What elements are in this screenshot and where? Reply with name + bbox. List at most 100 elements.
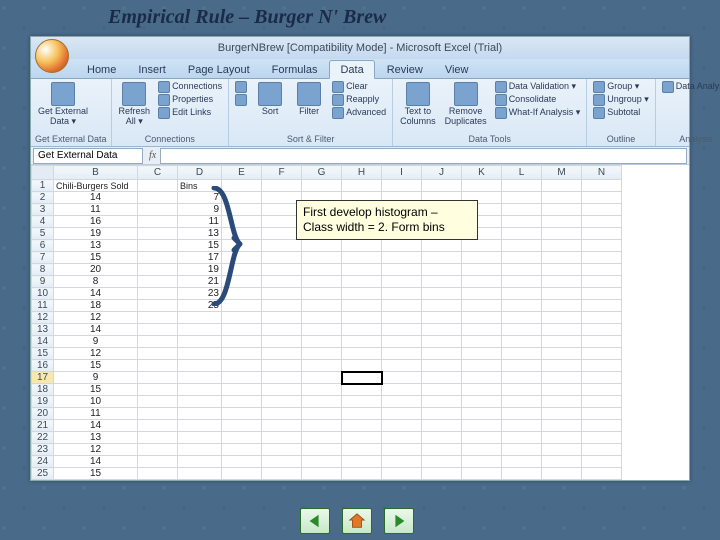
cell-C14[interactable] <box>138 336 178 348</box>
col-header-M[interactable]: M <box>542 166 582 180</box>
cell-G20[interactable] <box>302 408 342 420</box>
cell-B18[interactable]: 15 <box>54 384 138 396</box>
tab-insert[interactable]: Insert <box>128 61 176 78</box>
cell-I14[interactable] <box>382 336 422 348</box>
cell-D18[interactable] <box>178 384 222 396</box>
cell-K15[interactable] <box>462 348 502 360</box>
col-header-K[interactable]: K <box>462 166 502 180</box>
cell-J8[interactable] <box>422 264 462 276</box>
cell-E9[interactable] <box>222 276 262 288</box>
cell-D24[interactable] <box>178 456 222 468</box>
cell-J24[interactable] <box>422 456 462 468</box>
cell-D9[interactable]: 21 <box>178 276 222 288</box>
cell-M17[interactable] <box>542 372 582 384</box>
cell-I20[interactable] <box>382 408 422 420</box>
cell-E25[interactable] <box>222 468 262 480</box>
cell-B7[interactable]: 15 <box>54 252 138 264</box>
cell-D10[interactable]: 23 <box>178 288 222 300</box>
cell-B9[interactable]: 8 <box>54 276 138 288</box>
cell-K18[interactable] <box>462 384 502 396</box>
cell-B14[interactable]: 9 <box>54 336 138 348</box>
cell-F16[interactable] <box>262 360 302 372</box>
cell-M12[interactable] <box>542 312 582 324</box>
cell-I24[interactable] <box>382 456 422 468</box>
cell-C15[interactable] <box>138 348 178 360</box>
cell-C21[interactable] <box>138 420 178 432</box>
cell-L7[interactable] <box>502 252 542 264</box>
row-header-14[interactable]: 14 <box>32 336 54 348</box>
cell-D8[interactable]: 19 <box>178 264 222 276</box>
cell-K8[interactable] <box>462 264 502 276</box>
cell-M7[interactable] <box>542 252 582 264</box>
cell-B11[interactable]: 18 <box>54 300 138 312</box>
cell-G1[interactable] <box>302 180 342 192</box>
cell-D12[interactable] <box>178 312 222 324</box>
cell-H21[interactable] <box>342 420 382 432</box>
sort-za[interactable] <box>233 94 249 106</box>
refresh-button[interactable]: RefreshAll ▾ <box>116 81 154 128</box>
cell-F22[interactable] <box>262 432 302 444</box>
cell-E6[interactable] <box>222 240 262 252</box>
cell-F20[interactable] <box>262 408 302 420</box>
cell-L9[interactable] <box>502 276 542 288</box>
col-header-D[interactable]: D <box>178 166 222 180</box>
cell-B6[interactable]: 13 <box>54 240 138 252</box>
cell-D13[interactable] <box>178 324 222 336</box>
analysis-button[interactable]: Data Analysis <box>660 81 720 93</box>
cell-B15[interactable]: 12 <box>54 348 138 360</box>
cell-D19[interactable] <box>178 396 222 408</box>
cell-J19[interactable] <box>422 396 462 408</box>
cell-G8[interactable] <box>302 264 342 276</box>
cell-N1[interactable] <box>582 180 622 192</box>
nav-home-button[interactable] <box>342 508 372 534</box>
cell-E20[interactable] <box>222 408 262 420</box>
filter-button[interactable]: Filter <box>291 81 327 118</box>
cell-J17[interactable] <box>422 372 462 384</box>
col-header-G[interactable]: G <box>302 166 342 180</box>
cell-D1[interactable]: Bins <box>178 180 222 192</box>
cell-C8[interactable] <box>138 264 178 276</box>
row-header-5[interactable]: 5 <box>32 228 54 240</box>
cell-C20[interactable] <box>138 408 178 420</box>
cell-F11[interactable] <box>262 300 302 312</box>
cell-I19[interactable] <box>382 396 422 408</box>
cell-C4[interactable] <box>138 216 178 228</box>
cell-C2[interactable] <box>138 192 178 204</box>
dedupe-button[interactable]: RemoveDuplicates <box>442 81 490 128</box>
row-header-15[interactable]: 15 <box>32 348 54 360</box>
row-header-22[interactable]: 22 <box>32 432 54 444</box>
cell-H9[interactable] <box>342 276 382 288</box>
cell-K24[interactable] <box>462 456 502 468</box>
cell-B8[interactable]: 20 <box>54 264 138 276</box>
cell-M13[interactable] <box>542 324 582 336</box>
formula-input[interactable] <box>160 148 687 164</box>
cell-B1[interactable]: Chili-Burgers Sold <box>54 180 138 192</box>
cell-L18[interactable] <box>502 384 542 396</box>
cell-I13[interactable] <box>382 324 422 336</box>
cell-G14[interactable] <box>302 336 342 348</box>
cell-E1[interactable] <box>222 180 262 192</box>
cell-G18[interactable] <box>302 384 342 396</box>
cell-G13[interactable] <box>302 324 342 336</box>
cell-H18[interactable] <box>342 384 382 396</box>
cell-J14[interactable] <box>422 336 462 348</box>
cell-L13[interactable] <box>502 324 542 336</box>
cell-M1[interactable] <box>542 180 582 192</box>
cell-M15[interactable] <box>542 348 582 360</box>
group-button[interactable]: Group ▾ <box>591 81 651 93</box>
validate-button[interactable]: Data Validation ▾ <box>493 81 583 93</box>
cell-H20[interactable] <box>342 408 382 420</box>
cell-D11[interactable]: 25 <box>178 300 222 312</box>
cell-G23[interactable] <box>302 444 342 456</box>
cell-G24[interactable] <box>302 456 342 468</box>
cell-K25[interactable] <box>462 468 502 480</box>
cell-C1[interactable] <box>138 180 178 192</box>
name-box[interactable]: Get External Data <box>33 148 143 164</box>
cell-L4[interactable] <box>502 216 542 228</box>
cell-G12[interactable] <box>302 312 342 324</box>
cell-B19[interactable]: 10 <box>54 396 138 408</box>
cell-H25[interactable] <box>342 468 382 480</box>
cell-N17[interactable] <box>582 372 622 384</box>
sort-az[interactable] <box>233 81 249 93</box>
cell-L6[interactable] <box>502 240 542 252</box>
